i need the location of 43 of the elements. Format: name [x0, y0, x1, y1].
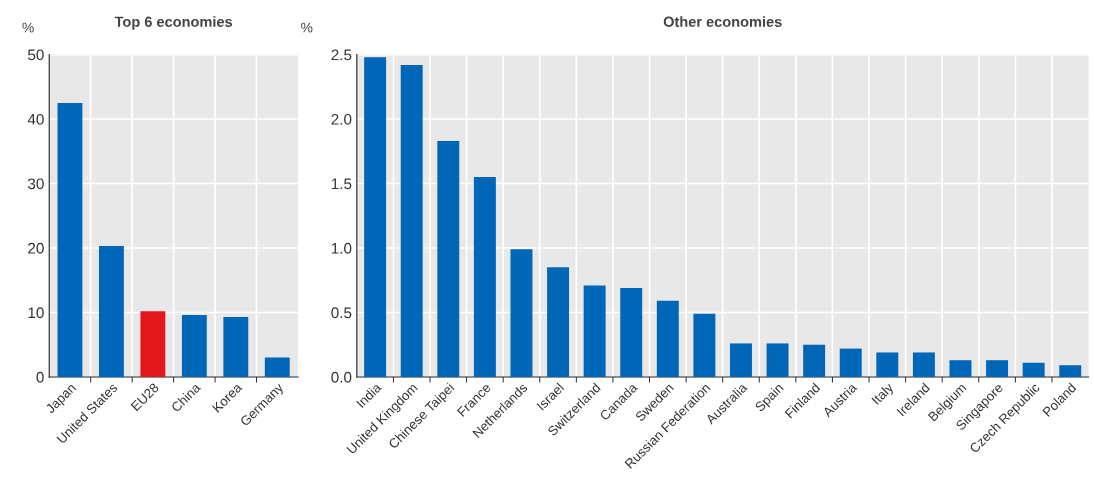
y-tick-label: 50	[27, 49, 44, 61]
bar	[547, 267, 570, 377]
y-axis-title: %	[22, 22, 34, 33]
bar	[1022, 362, 1045, 377]
bar	[473, 177, 496, 377]
bar	[98, 246, 124, 377]
y-axis-title: %	[301, 22, 313, 33]
bar	[1059, 365, 1082, 377]
y-tick-label: 0	[36, 371, 44, 383]
bar	[140, 311, 166, 377]
bar	[986, 360, 1009, 377]
bar	[766, 343, 789, 377]
bar	[949, 360, 972, 377]
y-tick-label: 0.0	[331, 371, 352, 383]
y-tick-label: 40	[27, 113, 44, 125]
y-tick-label: 0.5	[331, 307, 352, 319]
bar	[876, 352, 899, 377]
bar	[693, 313, 716, 377]
bar	[364, 57, 387, 377]
bar	[583, 285, 606, 377]
y-tick-label: 30	[27, 178, 44, 190]
y-tick-label: 10	[28, 307, 44, 319]
bar	[912, 352, 935, 377]
bar	[437, 140, 460, 377]
bar	[264, 357, 290, 377]
chart-title: Other economies	[663, 16, 782, 27]
bar	[57, 102, 83, 377]
bar	[400, 64, 423, 377]
bar	[839, 348, 862, 377]
y-tick-label: 2.0	[331, 113, 352, 125]
bar	[510, 249, 533, 377]
bar	[730, 343, 752, 377]
bar	[656, 300, 679, 377]
bar	[223, 316, 249, 377]
y-tick-label: 2.5	[331, 49, 352, 61]
bar	[803, 344, 826, 377]
y-tick-label: 20	[28, 242, 44, 254]
x-tick-label: Italy	[871, 381, 896, 407]
bar	[181, 315, 207, 377]
bar	[620, 287, 643, 377]
y-tick-label: 1.0	[331, 242, 352, 254]
y-tick-label: 1.5	[331, 178, 352, 190]
chart-title: Top 6 economies	[114, 16, 233, 30]
